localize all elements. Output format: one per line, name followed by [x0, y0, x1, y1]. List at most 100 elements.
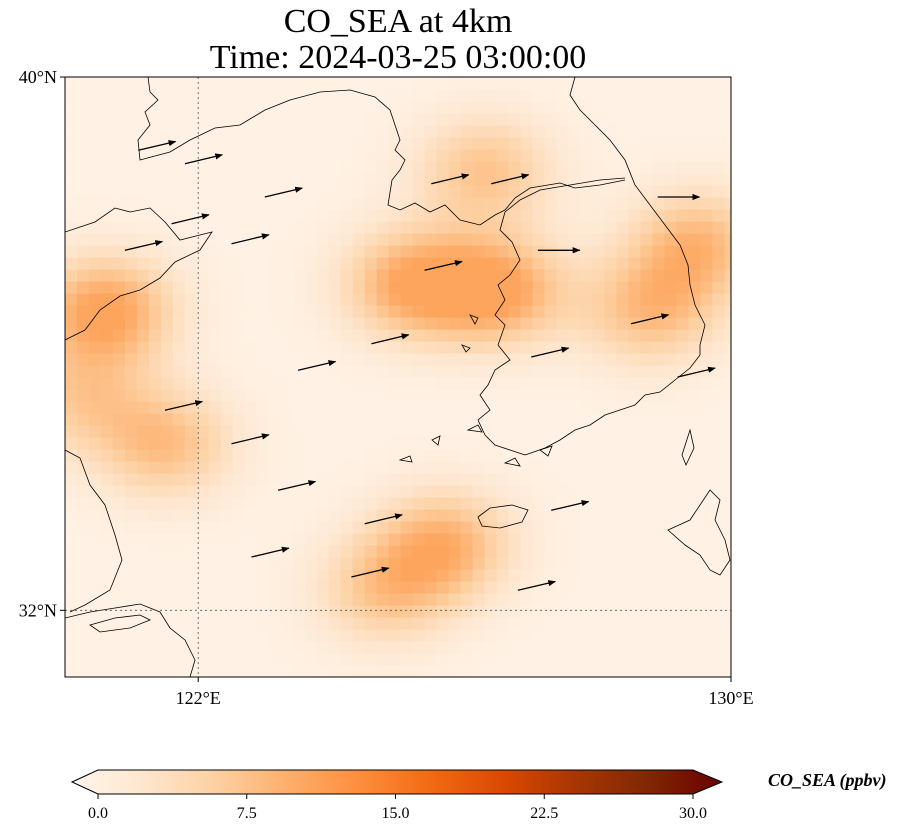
- field-cell: [88, 89, 102, 102]
- field-cell: [112, 593, 126, 606]
- field-cell: [652, 221, 665, 234]
- field-cell: [520, 461, 534, 474]
- field-cell: [436, 329, 450, 342]
- field-cell: [136, 665, 150, 677]
- field-cell: [244, 497, 258, 510]
- field-cell: [292, 545, 306, 558]
- field-cell: [400, 473, 414, 486]
- field-cell: [616, 161, 630, 174]
- field-cell: [628, 77, 642, 78]
- field-cell: [76, 221, 90, 234]
- field-cell: [508, 653, 522, 666]
- field-cell: [652, 233, 665, 246]
- field-cell: [604, 617, 618, 630]
- field-cell: [292, 425, 306, 438]
- field-cell: [280, 125, 294, 138]
- field-cell: [340, 593, 354, 606]
- field-cell: [532, 257, 546, 270]
- field-cell: [148, 209, 162, 222]
- field-cell: [148, 365, 162, 378]
- field-cell: [388, 101, 402, 114]
- map-subtitle: Time: 2024-03-25 03:00:00: [209, 39, 587, 76]
- field-cell: [268, 641, 282, 654]
- field-cell: [340, 293, 354, 306]
- field-cell: [508, 521, 522, 534]
- field-cell: [184, 101, 198, 114]
- field-cell: [244, 245, 258, 258]
- field-cell: [148, 533, 162, 546]
- field-cell: [556, 317, 570, 330]
- field-cell: [160, 281, 174, 294]
- field-cell: [508, 593, 522, 606]
- field-cell: [160, 221, 174, 234]
- field-cell: [460, 317, 474, 330]
- field-cell: [508, 485, 522, 498]
- field-cell: [472, 353, 486, 366]
- field-cell: [616, 185, 630, 198]
- field-cell: [304, 653, 318, 666]
- field-cell: [652, 497, 665, 510]
- field-cell: [448, 101, 462, 114]
- field-cell: [208, 413, 222, 426]
- field-cell: [364, 509, 378, 522]
- field-cell: [112, 113, 126, 126]
- field-cell: [112, 293, 126, 306]
- field-cell: [436, 593, 450, 606]
- field-cell: [232, 125, 246, 138]
- field-cell: [592, 257, 606, 270]
- field-cell: [568, 149, 582, 162]
- field-cell: [328, 533, 342, 546]
- field-cell: [460, 209, 474, 222]
- field-cell: [568, 293, 582, 306]
- field-cell: [316, 341, 330, 354]
- field-cell: [268, 521, 282, 534]
- field-cell: [460, 413, 474, 426]
- field-cell: [232, 593, 246, 606]
- field-cell: [376, 389, 390, 402]
- field-cell: [400, 317, 414, 330]
- field-cell: [472, 473, 486, 486]
- field-cell: [136, 545, 150, 558]
- field-cell: [568, 365, 582, 378]
- field-cell: [88, 317, 102, 330]
- field-cell: [472, 245, 486, 258]
- field-cell: [520, 413, 534, 426]
- field-cell: [280, 293, 294, 306]
- field-cell: [292, 533, 306, 546]
- field-cell: [496, 653, 510, 666]
- field-cell: [160, 653, 174, 666]
- field-cell: [184, 581, 198, 594]
- field-cell: [208, 629, 222, 642]
- field-cell: [532, 281, 546, 294]
- field-cell: [88, 233, 102, 246]
- field-cell: [472, 197, 486, 210]
- field-cell: [604, 521, 618, 534]
- field-cell: [364, 581, 378, 594]
- field-cell: [436, 113, 450, 126]
- field-cell: [172, 149, 186, 162]
- field-cell: [100, 197, 114, 210]
- field-cell: [280, 101, 294, 114]
- field-cell: [268, 137, 282, 150]
- field-cell: [640, 545, 654, 558]
- field-cell: [148, 605, 162, 618]
- coastline-tsushima: [681, 428, 695, 467]
- wind-arrow: [551, 500, 590, 511]
- field-cell: [304, 377, 318, 390]
- field-cell: [184, 173, 198, 186]
- field-cell: [544, 89, 558, 102]
- field-cell: [208, 185, 222, 198]
- field-cell: [472, 581, 486, 594]
- field-cell: [352, 317, 366, 330]
- field-cell: [640, 209, 654, 222]
- field-cell: [568, 77, 582, 78]
- field-cell: [712, 533, 725, 546]
- colorbar-ticks: 0.0 7.5 15.0 22.5 30.0: [88, 794, 707, 822]
- field-cell: [496, 245, 510, 258]
- field-cell: [664, 89, 677, 102]
- wind-arrow: [124, 240, 164, 251]
- field-cell: [448, 665, 462, 677]
- field-cell: [184, 569, 198, 582]
- field-cell: [244, 185, 258, 198]
- field-cell: [724, 461, 731, 474]
